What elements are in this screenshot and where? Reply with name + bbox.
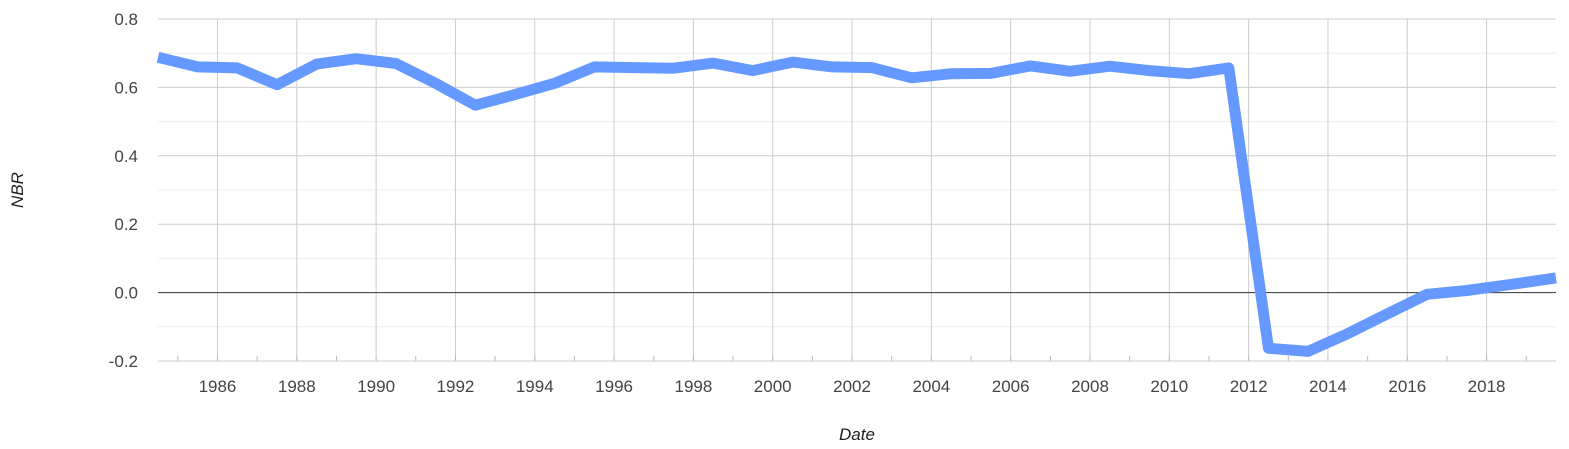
nbr-series-line (156, 51, 1557, 357)
x-minor-ticks (177, 356, 1527, 361)
x-tick-label: 2002 (833, 377, 871, 396)
x-tick-label: 1998 (674, 377, 712, 396)
x-axis-title: Date (839, 425, 875, 444)
y-tick-label: 0.6 (114, 78, 138, 97)
y-tick-labels: 0.8 0.6 0.4 0.2 0.0 -0.2 (109, 10, 138, 371)
x-tick-label: 2012 (1230, 377, 1268, 396)
minor-gridlines (158, 52, 1556, 328)
x-tick-label: 1988 (278, 377, 316, 396)
y-tick-label: -0.2 (109, 352, 138, 371)
x-tick-label: 2004 (912, 377, 950, 396)
x-tick-label: 1990 (357, 377, 395, 396)
x-tick-label: 2010 (1150, 377, 1188, 396)
x-tick-label: 1992 (437, 377, 475, 396)
y-tick-label: 0.0 (114, 284, 138, 303)
x-tick-label: 2018 (1468, 377, 1506, 396)
x-tick-label: 1996 (595, 377, 633, 396)
x-tick-labels: 1986 1988 1990 1992 1994 1996 1998 2000 2002 2004… (199, 377, 1506, 396)
x-tick-label: 2014 (1309, 377, 1347, 396)
x-tick-label: 2008 (1071, 377, 1109, 396)
y-tick-label: 0.4 (114, 147, 138, 166)
y-tick-label: 0.2 (114, 215, 138, 234)
x-tick-label: 1986 (199, 377, 237, 396)
x-tick-label: 2000 (754, 377, 792, 396)
y-axis-title: NBR (8, 172, 27, 208)
x-tick-label: 1994 (516, 377, 554, 396)
series-group (156, 51, 1557, 357)
y-tick-label: 0.8 (114, 10, 138, 29)
x-tick-label: 2016 (1388, 377, 1426, 396)
x-tick-label: 2006 (992, 377, 1030, 396)
